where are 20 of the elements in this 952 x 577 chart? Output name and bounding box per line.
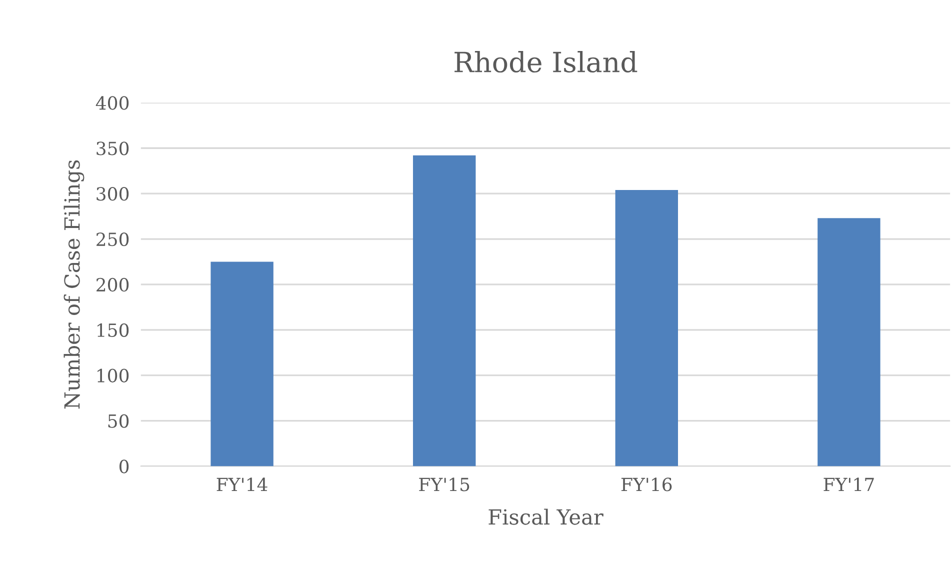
- y-tick-label: 200: [96, 278, 129, 292]
- bar: [210, 262, 274, 466]
- y-tick-label: 400: [96, 96, 129, 110]
- bar: [818, 218, 880, 466]
- y-tick-label: 250: [96, 232, 129, 246]
- y-axis-title: Number of Case Filings: [64, 160, 84, 409]
- chart-title: Rhode Island: [454, 51, 638, 73]
- x-tick-label: FY'16: [621, 478, 672, 492]
- x-tick-label: FY'15: [419, 478, 470, 492]
- bar: [412, 155, 476, 466]
- x-tick-label: FY'14: [216, 478, 268, 492]
- y-tick-label: 300: [96, 187, 129, 201]
- bar: [615, 190, 678, 466]
- x-tick-label: FY'17: [824, 478, 874, 492]
- y-tick-label: 100: [98, 368, 129, 382]
- x-axis-title: Fiscal Year: [488, 508, 604, 525]
- y-tick-label: 350: [96, 142, 129, 156]
- y-tick-label: 50: [108, 414, 129, 428]
- y-tick-label: 0: [119, 460, 129, 474]
- y-tick-label: 150: [98, 323, 129, 338]
